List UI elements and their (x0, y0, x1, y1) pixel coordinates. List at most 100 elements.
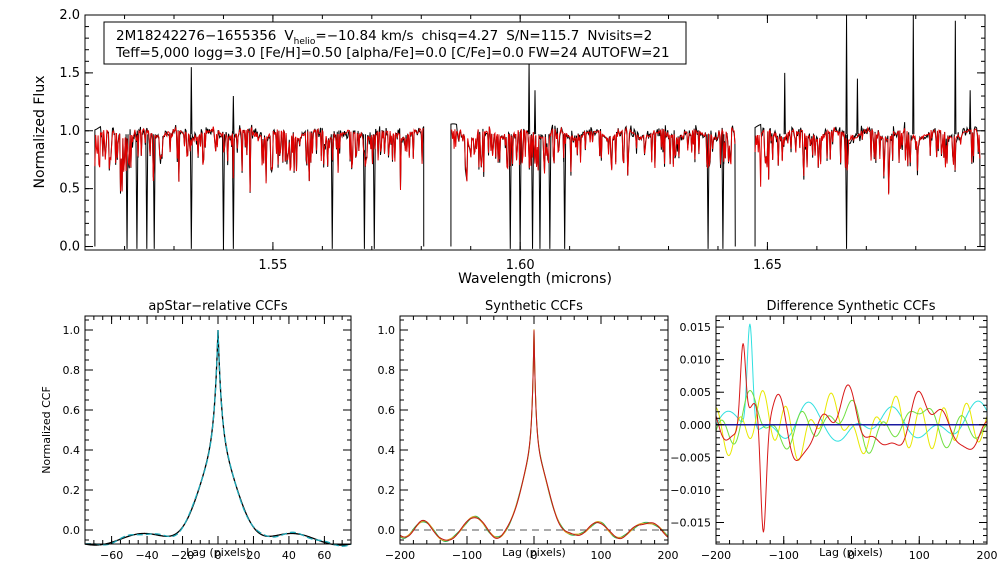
spectrum-panel: 1.55 1.60 1.65 0.0 0.5 1.0 1.5 2.0 2M18242276−1… (32, 8, 986, 287)
ytick-label: 0.005 (680, 386, 712, 399)
xtick-label: 100 (909, 549, 930, 562)
synthetic-ticks: −200 −100 0 100 200 0.0 0.2 0.4 0.6 0.8 1.0 (378, 316, 679, 562)
xtick-label: −20 (171, 549, 194, 562)
xtick-label: 0 (531, 549, 538, 562)
xtick-label: 0 (848, 549, 855, 562)
xtick-label: 1.55 (258, 258, 287, 273)
ytick-label: 1.0 (59, 124, 80, 139)
difference-xlabel: Lag (pixels) (819, 546, 883, 559)
ytick-label: 0.4 (63, 444, 81, 457)
info-line-2-params: Teff=5,000 logg=3.0 [Fe/H]=0.50 [alpha/F… (115, 45, 670, 61)
observed-spike (783, 72, 786, 135)
ytick-label: 0.2 (378, 484, 396, 497)
ytick-label: 0.0 (63, 524, 81, 537)
difference-ticks: −200 −100 0 100 200 −0.015 −0.010 −0.005 0.000 0.… (670, 316, 998, 562)
difference-ccf-series-group (715, 323, 988, 533)
apstar-ccf-visit-1 (84, 329, 352, 546)
observed-dip (231, 134, 235, 249)
xtick-label: 40 (282, 549, 296, 562)
apstar-ccf-visit-2 (84, 329, 352, 547)
difference-diff-red (715, 343, 988, 533)
observed-dip (145, 134, 149, 249)
xtick-label: 20 (246, 549, 260, 562)
ytick-label: 0.8 (63, 364, 81, 377)
model-spectrum-chip-2 (450, 126, 736, 182)
ytick-label: 1.0 (378, 324, 396, 337)
observed-spike (533, 90, 537, 135)
xtick-label: 1.65 (753, 258, 782, 273)
nvisits-value: Nvisits=2 (587, 28, 652, 44)
xtick-label: −100 (452, 549, 482, 562)
apstar-xlabel: Lag (pixels) (186, 546, 250, 559)
xtick-label: −200 (701, 549, 731, 562)
ytick-label: −0.005 (670, 451, 711, 464)
spectrum-ylabel: Normalized Flux (32, 76, 48, 189)
ytick-label: 1.5 (59, 66, 80, 81)
vhelio-value: =−10.84 km/s (315, 28, 413, 44)
ytick-label: 2.0 (59, 8, 80, 23)
observed-spike (190, 67, 193, 135)
xtick-label: −200 (385, 549, 415, 562)
spectrum-ticks: 1.55 1.60 1.65 0.0 0.5 1.0 1.5 2.0 (59, 8, 985, 273)
ytick-label: 1.0 (63, 324, 81, 337)
observed-spike (912, 14, 915, 135)
difference-diff-cyan (715, 323, 988, 442)
observed-dip (563, 134, 567, 249)
synthetic-ccf-series-group (399, 329, 669, 542)
difference-title: Difference Synthetic CCFs (766, 299, 935, 314)
model-spectrum-chip-3 (754, 126, 981, 195)
xtick-label: −40 (135, 549, 158, 562)
observed-spike (845, 14, 848, 135)
ytick-label: −0.015 (670, 517, 711, 530)
ytick-label: −0.010 (670, 484, 711, 497)
observed-dip (721, 134, 725, 249)
observed-spike (954, 20, 957, 135)
apstar-ccf-panel: −60 −40 −20 0 20 40 60 0.0 0.2 0.4 0.6 0.8 1.0 apSta… (40, 299, 352, 562)
observed-dip (538, 134, 542, 249)
synthetic-title: Synthetic CCFs (485, 299, 583, 314)
apstar-ccf-series-group (84, 329, 352, 547)
difference-diff-green (715, 389, 988, 454)
observed-dip (372, 134, 376, 249)
observed-spike (232, 96, 235, 135)
info-line-1: 2M18242276−1655356 Vhelio=−10.84 km/s chis… (116, 28, 652, 47)
observed-spike (856, 78, 859, 135)
ytick-label: 0.0 (59, 240, 80, 255)
apstar-ticks: −60 −40 −20 0 20 40 60 0.0 0.2 0.4 0.6 0.8 1.0 (63, 316, 352, 562)
ytick-label: 0.000 (680, 419, 712, 432)
ytick-label: 0.4 (378, 444, 396, 457)
synthetic-ccf-ccf-c (399, 330, 669, 541)
ytick-label: 0.2 (63, 484, 81, 497)
spectrum-xlabel: Wavelength (microns) (458, 271, 612, 287)
difference-ccf-panel: −200 −100 0 100 200 −0.015 −0.010 −0.005 0.000 0.… (670, 299, 997, 562)
xtick-label: 200 (658, 549, 679, 562)
xtick-label: 1.60 (506, 258, 535, 273)
observed-dip (189, 134, 193, 249)
vhelio-subscript: helio (294, 37, 316, 47)
observed-dip (508, 134, 512, 249)
ytick-label: 0.0 (378, 524, 396, 537)
synthetic-ccf-ccf-b (399, 329, 669, 541)
synthetic-ccf-ccf-a (399, 329, 669, 542)
xtick-label: 100 (591, 549, 612, 562)
model-spectrum-chip-1 (94, 126, 424, 192)
vhelio-label: V (284, 28, 294, 44)
info-box (103, 21, 687, 65)
observed-dip (362, 134, 366, 249)
ytick-label: 0.015 (680, 321, 712, 334)
snr-value: S/N=115.7 (506, 28, 579, 44)
synthetic-xlabel: Lag (pixels) (502, 546, 566, 559)
ytick-label: 0.5 (59, 182, 80, 197)
observed-dip (706, 134, 710, 249)
observed-spike (527, 61, 531, 135)
observed-dip (548, 134, 552, 249)
ytick-label: 0.6 (63, 404, 81, 417)
observed-dip (330, 134, 334, 249)
ytick-label: 0.8 (378, 364, 396, 377)
observed-dip (531, 134, 535, 249)
ytick-label: 0.010 (680, 354, 712, 367)
observed-spike (969, 90, 972, 135)
apstar-ylabel: Normalized CCF (40, 386, 53, 474)
chisq-value: chisq=4.27 (422, 28, 499, 44)
